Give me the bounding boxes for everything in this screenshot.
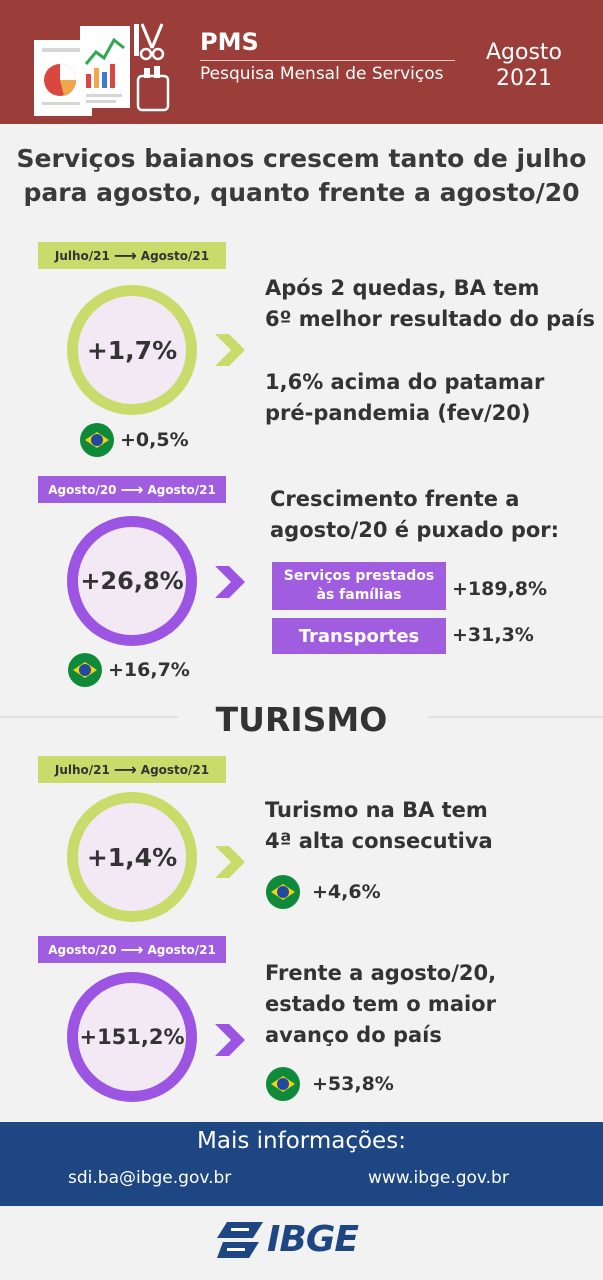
arrow-right-icon: ⟶ — [113, 759, 137, 779]
bahia-value-circle: +1,7% — [67, 285, 197, 415]
contact-email-link[interactable]: sdi.ba@ibge.gov.br — [68, 1168, 232, 1188]
period-from: Julho/21 — [54, 762, 110, 777]
more-info-label: Mais informações: — [197, 1128, 406, 1154]
period-to: Agosto/21 — [140, 248, 210, 263]
driver-label: Serviços prestados — [283, 568, 435, 584]
highlight-text: Frente a agosto/20, estado tem o maior a… — [265, 958, 496, 1051]
arrow-right-icon: ⟶ — [120, 479, 144, 499]
highlight-line: pré-pandemia (fev/20) — [265, 401, 531, 425]
brazil-value: +53,8% — [312, 1073, 394, 1095]
ibge-logo: IBGE — [217, 1218, 387, 1260]
period-to: Agosto/21 — [147, 942, 216, 957]
section-title: TURISMO — [215, 700, 388, 739]
chevron-right-icon — [215, 334, 245, 366]
headline-line-2: para agosto, quanto frente a agosto/20 — [23, 178, 580, 207]
brazil-flag-icon — [80, 423, 114, 457]
headline-line-1: Serviços baianos crescem tanto de julho — [16, 144, 587, 173]
services-collage-icon — [34, 23, 170, 116]
highlight-line: Após 2 quedas, BA tem — [265, 276, 540, 300]
period-tag: Julho/21 ⟶ Agosto/21 — [38, 242, 226, 269]
highlight-text: Turismo na BA tem 4ª alta consecutiva — [265, 795, 493, 857]
headline: Serviços baianos crescem tanto de julho … — [0, 142, 603, 210]
ibge-emblem-icon — [217, 1222, 263, 1258]
header-banner: PMS Pesquisa Mensal de Serviços Agosto 2… — [0, 0, 603, 124]
highlight-text: Após 2 quedas, BA tem 6º melhor resultad… — [265, 273, 595, 335]
highlight-text: Crescimento frente a agosto/20 é puxado … — [270, 484, 559, 546]
brazil-value: +16,7% — [108, 659, 190, 681]
period-to: Agosto/21 — [140, 762, 210, 777]
chevron-right-icon — [215, 1024, 245, 1056]
period-year: 2021 — [496, 66, 552, 91]
period-from: Agosto/20 — [48, 942, 117, 957]
bahia-value-circle: +1,4% — [67, 792, 197, 922]
highlight-line: avanço do país — [265, 1023, 442, 1047]
arrow-right-icon: ⟶ — [120, 939, 144, 959]
period-from: Julho/21 — [54, 248, 110, 263]
highlight-line: 1,6% acima do patamar — [265, 370, 545, 394]
ibge-wordmark: IBGE — [267, 1219, 359, 1260]
highlight-text: 1,6% acima do patamar pré-pandemia (fev/… — [265, 367, 544, 429]
highlight-line: Crescimento frente a — [270, 487, 520, 511]
website-link[interactable]: www.ibge.gov.br — [368, 1168, 509, 1188]
bahia-value-circle: +26,8% — [67, 516, 197, 646]
brazil-flag-icon — [68, 653, 102, 687]
driver-box: Serviços prestados às famílias — [272, 562, 446, 610]
driver-value: +31,3% — [452, 624, 534, 646]
highlight-line: Turismo na BA tem — [265, 798, 488, 822]
brazil-value: +4,6% — [312, 881, 381, 903]
brazil-flag-icon — [266, 1067, 300, 1101]
highlight-line: 6º melhor resultado do país — [265, 307, 596, 331]
driver-label: às famílias — [316, 587, 402, 603]
period-tag: Agosto/20 ⟶ Agosto/21 — [38, 476, 226, 503]
period-month: Agosto — [485, 40, 563, 65]
driver-box: Transportes — [272, 618, 446, 654]
period-tag: Agosto/20 ⟶ Agosto/21 — [38, 936, 226, 963]
report-subtitle: Pesquisa Mensal de Serviços — [200, 64, 444, 84]
title-divider — [200, 60, 455, 61]
highlight-line: agosto/20 é puxado por: — [270, 518, 560, 542]
driver-value: +189,8% — [452, 578, 548, 600]
period-to: Agosto/21 — [147, 482, 216, 497]
section-divider — [428, 716, 603, 718]
bahia-value-circle: +151,2% — [67, 972, 197, 1102]
chevron-right-icon — [215, 566, 245, 598]
highlight-line: Frente a agosto/20, — [265, 961, 497, 985]
footer-banner: Mais informações: sdi.ba@ibge.gov.br www… — [0, 1122, 603, 1206]
brazil-value: +0,5% — [120, 429, 189, 451]
chevron-right-icon — [215, 846, 245, 878]
period-label: Agosto 2021 — [474, 40, 574, 92]
highlight-line: 4ª alta consecutiva — [265, 829, 493, 853]
brazil-flag-icon — [266, 875, 300, 909]
report-title: PMS — [200, 28, 259, 56]
arrow-right-icon: ⟶ — [113, 245, 137, 265]
period-tag: Julho/21 ⟶ Agosto/21 — [38, 756, 226, 783]
period-from: Agosto/20 — [48, 482, 117, 497]
section-divider — [0, 716, 178, 718]
highlight-line: estado tem o maior — [265, 992, 496, 1016]
